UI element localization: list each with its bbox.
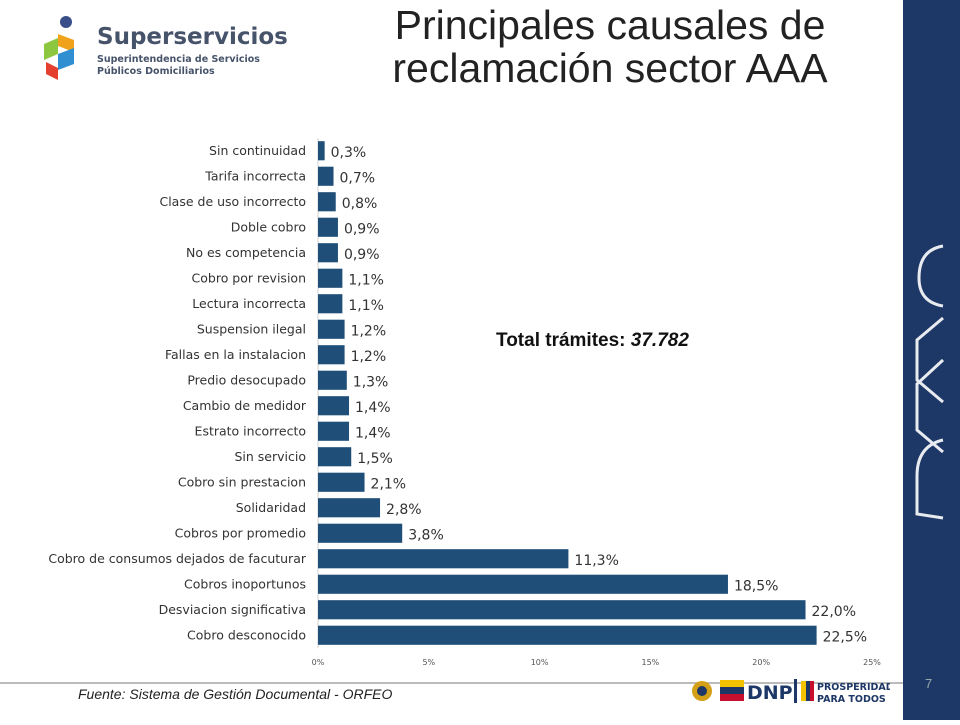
category-label: Sin servicio [234, 449, 306, 464]
footer-logos: DNP PROSPERIDAD PARA TODOS [690, 675, 894, 707]
bar [318, 472, 365, 492]
data-label: 0,3% [331, 145, 367, 161]
total-tramites: Total trámites: 37.782 [496, 330, 689, 352]
data-label: 1,1% [348, 272, 384, 288]
x-tick-label: 20% [752, 658, 770, 667]
logo-wordmark: Superservicios [97, 24, 288, 50]
bar [318, 498, 381, 518]
x-tick-label: 0% [312, 658, 325, 667]
data-label: 1,4% [355, 400, 391, 416]
bar-chart: Sin continuidad 0,3% Tarifa incorrecta 0,7%… [48, 138, 881, 667]
category-label: Predio desocupado [187, 372, 306, 387]
category-label: Doble cobro [231, 219, 306, 234]
dnp-text: DNP [747, 682, 793, 704]
page-title: Principales causales de reclamación sect… [392, 2, 828, 91]
prosperidad-text-line1: PROSPERIDAD [817, 682, 890, 693]
right-sidebar-band [903, 0, 960, 720]
category-label: Tarifa incorrecta [204, 168, 306, 183]
data-label: 22,5% [823, 629, 867, 645]
category-label: Solidaridad [236, 500, 306, 515]
category-label: Cobro sin prestacion [178, 474, 306, 489]
data-label: 1,4% [355, 425, 391, 441]
bar [318, 345, 345, 365]
data-label: 0,7% [340, 170, 376, 186]
category-label: Lectura incorrecta [192, 296, 306, 311]
total-value: 37.782 [630, 330, 689, 351]
data-label: 11,3% [574, 553, 618, 569]
superservicios-logo: Superservicios Superintendencia de Servi… [40, 10, 288, 90]
footer-logo-separator [794, 679, 797, 703]
bar [318, 447, 352, 467]
category-label: Clase de uso incorrecto [159, 194, 306, 209]
category-label: No es competencia [186, 245, 306, 260]
category-label: Fallas en la instalacion [165, 347, 306, 362]
data-label: 1,1% [348, 298, 384, 314]
category-label: Sin continuidad [209, 143, 306, 158]
category-label: Cobro por revision [192, 270, 306, 285]
x-tick-label: 5% [422, 658, 435, 667]
bar [318, 574, 728, 594]
bar [318, 421, 350, 441]
bar [318, 217, 338, 237]
dnp-logo-icon [720, 680, 744, 701]
x-tick-label: 10% [531, 658, 549, 667]
bar [318, 243, 338, 263]
footer-divider [0, 682, 903, 684]
category-label: Cobro de consumos dejados de facuturar [48, 551, 306, 566]
page-number: 7 [925, 676, 933, 691]
data-label: 1,2% [351, 349, 387, 365]
data-label: 2,1% [371, 476, 407, 492]
bar [318, 268, 343, 288]
bar [318, 370, 347, 390]
category-label: Cobros por promedio [175, 525, 306, 540]
sidebar-decoration [915, 244, 945, 520]
data-label: 22,0% [812, 604, 856, 620]
data-label: 18,5% [734, 578, 778, 594]
superservicios-emblem-icon [44, 16, 74, 80]
prosperidad-flag-icon [801, 681, 814, 701]
bar [318, 166, 334, 186]
bar [318, 600, 806, 620]
bar [318, 396, 350, 416]
x-tick-label: 25% [863, 658, 881, 667]
footer-logo-strip: DNP PROSPERIDAD PARA TODOS [692, 679, 894, 705]
category-label: Cobro desconocido [187, 627, 306, 642]
bar [318, 549, 569, 569]
category-label: Estrato incorrecto [195, 423, 306, 438]
bar [318, 523, 403, 543]
data-label: 0,9% [344, 247, 380, 263]
total-label: Total trámites: [496, 330, 626, 351]
data-label: 1,2% [351, 323, 387, 339]
bar [318, 625, 817, 645]
logo-subtitle-line1: Superintendencia de Servicios [97, 54, 260, 65]
data-label: 2,8% [386, 502, 422, 518]
category-label: Cambio de medidor [183, 398, 307, 413]
bar [318, 294, 343, 314]
bar [318, 141, 325, 161]
category-label: Cobros inoportunos [184, 576, 306, 591]
data-label: 1,5% [357, 451, 393, 467]
data-label: 0,9% [344, 221, 380, 237]
bar [318, 319, 345, 339]
category-label: Suspension ilegal [197, 321, 306, 336]
colombia-coat-of-arms-icon [692, 681, 712, 701]
logo-subtitle-line2: Públicos Domiciliarios [97, 66, 215, 77]
data-label: 1,3% [353, 374, 389, 390]
bar [318, 192, 336, 212]
data-label: 0,8% [342, 196, 378, 212]
category-label: Desviacion significativa [159, 602, 306, 617]
prosperidad-text-line2: PARA TODOS [817, 694, 886, 705]
x-tick-label: 15% [642, 658, 660, 667]
source-note: Fuente: Sistema de Gestión Documental - … [78, 686, 393, 702]
data-label: 3,8% [408, 527, 444, 543]
